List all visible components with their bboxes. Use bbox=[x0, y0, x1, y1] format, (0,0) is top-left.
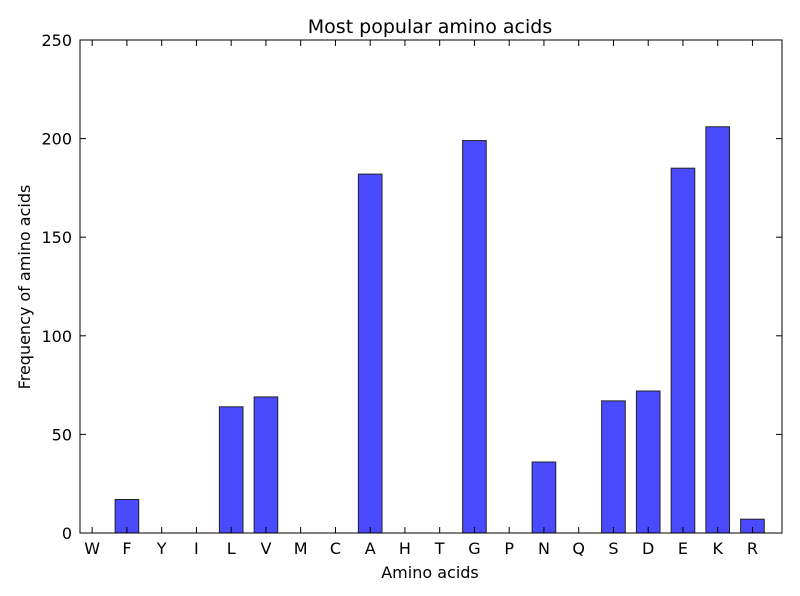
y-tick-label-250: 250 bbox=[41, 31, 72, 50]
x-tick-label-T: T bbox=[434, 539, 445, 558]
x-tick-label-A: A bbox=[365, 539, 376, 558]
x-tick-label-I: I bbox=[194, 539, 199, 558]
x-tick-label-S: S bbox=[608, 539, 618, 558]
y-axis: 0 50 100 150 200 250 bbox=[41, 31, 782, 543]
x-tick-label-D: D bbox=[642, 539, 654, 558]
x-tick-label-Y: Y bbox=[156, 539, 167, 558]
x-tick-label-R: R bbox=[747, 539, 758, 558]
y-tick-label-100: 100 bbox=[41, 327, 72, 346]
x-tick-label-E: E bbox=[678, 539, 688, 558]
plot-frame bbox=[79, 39, 783, 534]
x-tick-label-G: G bbox=[468, 539, 480, 558]
y-tick-label-50: 50 bbox=[52, 425, 72, 444]
x-tick-label-F: F bbox=[122, 539, 131, 558]
x-tick-label-L: L bbox=[227, 539, 236, 558]
x-tick-label-M: M bbox=[294, 539, 308, 558]
x-tick-label-V: V bbox=[260, 539, 271, 558]
y-tick-label-150: 150 bbox=[41, 228, 72, 247]
y-tick-label-0: 0 bbox=[62, 524, 72, 543]
bars-group bbox=[114, 126, 765, 534]
bar-L bbox=[218, 406, 244, 534]
x-tick-label-C: C bbox=[330, 539, 341, 558]
x-tick-label-Q: Q bbox=[572, 539, 585, 558]
bar-G bbox=[462, 140, 487, 534]
bar-E bbox=[670, 167, 696, 534]
y-axis-label: Frequency of amino acids bbox=[15, 185, 34, 390]
x-tick-label-P: P bbox=[504, 539, 514, 558]
bar-K bbox=[705, 126, 731, 534]
x-axis-label: Amino acids bbox=[381, 563, 479, 582]
chart-title: Most popular amino acids bbox=[308, 16, 552, 38]
x-tick-label-N: N bbox=[538, 539, 550, 558]
bar-N bbox=[531, 461, 557, 534]
bar-V bbox=[253, 396, 279, 534]
bar-S bbox=[601, 400, 626, 534]
x-tick-label-H: H bbox=[399, 539, 411, 558]
y-tick-label-200: 200 bbox=[41, 130, 72, 149]
x-tick-label-W: W bbox=[84, 539, 100, 558]
x-tick-label-K: K bbox=[712, 539, 723, 558]
bar-A bbox=[357, 173, 383, 534]
bar-D bbox=[635, 390, 661, 534]
